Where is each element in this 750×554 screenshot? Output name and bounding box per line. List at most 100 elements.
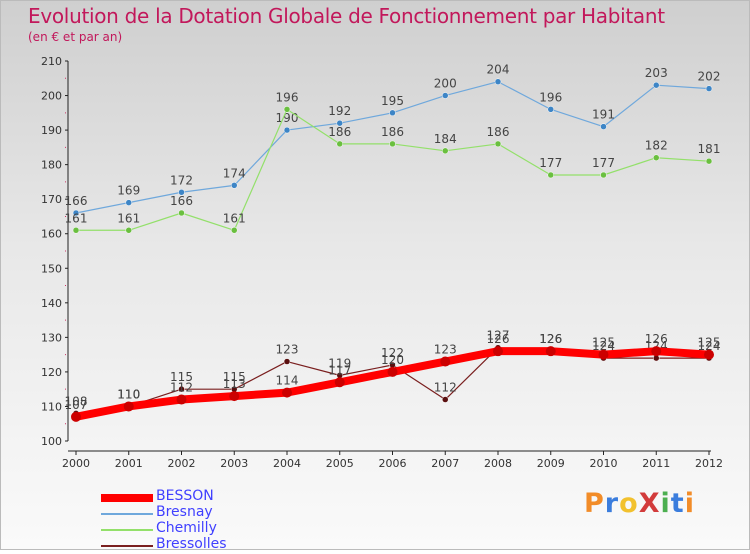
y-tick-label: 210 [41, 55, 62, 68]
data-label-bressolles: 123 [276, 343, 299, 357]
data-point-besson [598, 349, 609, 360]
data-point-besson [387, 366, 398, 377]
data-point-bressolles [178, 385, 185, 393]
x-tick-label: 2001 [115, 457, 143, 470]
data-point-chemilly [600, 171, 607, 179]
logo-letter: i [660, 488, 671, 519]
data-point-bresnay [178, 189, 185, 196]
y-tick-label: 100 [41, 435, 62, 448]
data-point-besson [545, 346, 556, 357]
data-point-chemilly [389, 140, 396, 148]
data-label-bressolles: 115 [223, 370, 246, 384]
data-point-bresnay [547, 106, 554, 113]
y-tick-label: 140 [41, 297, 62, 310]
data-label-bressolles: 127 [487, 329, 510, 343]
x-tick-label: 2012 [695, 457, 723, 470]
y-tick-label: 150 [41, 262, 62, 275]
data-label-besson: 126 [539, 332, 562, 346]
data-label-bressolles: 115 [170, 370, 193, 384]
logo-letter: t [670, 488, 685, 519]
data-label-chemilly: 186 [381, 125, 404, 139]
data-label-chemilly: 181 [698, 142, 721, 156]
data-label-besson: 107 [65, 398, 88, 412]
logo-letter: r [604, 488, 620, 519]
legend-label: BESSON [156, 488, 214, 504]
data-label-bressolles: 122 [381, 346, 404, 360]
data-label-chemilly: 186 [328, 125, 351, 139]
data-label-bresnay: 202 [698, 70, 721, 84]
data-point-besson [176, 394, 187, 405]
data-point-bresnay [283, 126, 291, 134]
data-label-besson: 125 [592, 336, 615, 350]
data-label-chemilly: 161 [65, 211, 88, 225]
data-label-bressolles: 124 [592, 339, 615, 353]
data-point-chemilly [705, 157, 713, 165]
data-label-bresnay: 204 [487, 63, 510, 77]
data-point-bresnay [600, 123, 607, 130]
data-point-besson [123, 401, 134, 412]
data-point-bresnay [705, 85, 713, 92]
y-tick-label: 160 [41, 228, 62, 241]
legend-swatch [101, 529, 153, 531]
data-label-besson: 117 [328, 363, 351, 377]
data-point-bresnay [72, 209, 80, 217]
data-label-besson: 112 [170, 381, 193, 395]
legend-swatch [101, 494, 153, 502]
data-label-chemilly: 184 [434, 132, 457, 146]
data-label-bresnay: 172 [170, 173, 193, 187]
data-point-chemilly [178, 209, 185, 217]
data-point-chemilly [336, 140, 343, 148]
data-point-bresnay [653, 81, 660, 89]
x-tick-label: 2011 [642, 457, 670, 470]
y-tick-label: 170 [41, 193, 62, 206]
x-tick-label: 2010 [590, 457, 618, 470]
x-tick-label: 2000 [62, 457, 90, 470]
x-tick-label: 2009 [537, 457, 565, 470]
data-label-bresnay: 190 [276, 111, 299, 125]
data-label-chemilly: 177 [592, 156, 615, 170]
data-label-chemilly: 186 [487, 125, 510, 139]
data-label-bressolles: 124 [698, 339, 721, 353]
legend-label: Chemilly [156, 520, 217, 536]
data-label-bresnay: 166 [65, 194, 88, 208]
data-label-bresnay: 169 [117, 184, 140, 198]
data-point-chemilly [442, 147, 449, 155]
data-point-besson [440, 356, 451, 367]
data-point-besson [651, 346, 662, 357]
data-label-bresnay: 195 [381, 94, 404, 108]
chart-subtitle: (en € et par an) [28, 30, 123, 44]
data-point-chemilly [231, 227, 238, 234]
data-point-chemilly [653, 154, 660, 161]
logo-letter: o [619, 488, 639, 519]
y-tick-label: 130 [41, 331, 62, 344]
data-label-chemilly: 182 [645, 139, 668, 153]
x-tick-label: 2006 [379, 457, 407, 470]
y-tick-label: 190 [41, 124, 62, 137]
data-point-bresnay [336, 119, 343, 127]
logo-letter: i [684, 488, 695, 519]
data-label-bressolles: 108 [65, 394, 88, 408]
data-point-bressolles [442, 396, 449, 403]
data-label-chemilly: 161 [117, 211, 140, 225]
data-label-bressolles: 119 [328, 356, 351, 370]
data-point-bresnay [389, 109, 396, 117]
chart-title: Evolution de la Dotation Globale de Fonc… [28, 4, 665, 28]
data-label-bresnay: 192 [328, 104, 351, 118]
data-point-besson [493, 346, 503, 357]
data-label-besson: 126 [487, 332, 510, 346]
data-point-chemilly [547, 171, 554, 179]
data-point-besson [71, 411, 81, 422]
x-tick-label: 2007 [431, 457, 459, 470]
data-label-besson: 120 [381, 353, 404, 367]
data-point-chemilly [283, 106, 291, 113]
y-tick-label: 110 [41, 400, 62, 413]
data-point-bresnay [494, 78, 502, 85]
logo-letter: X [638, 488, 661, 519]
data-label-bresnay: 200 [434, 77, 457, 91]
data-label-bresnay: 196 [539, 90, 562, 104]
data-label-besson: 123 [434, 343, 457, 357]
data-point-chemilly [125, 227, 132, 234]
legend-swatch [101, 545, 153, 547]
